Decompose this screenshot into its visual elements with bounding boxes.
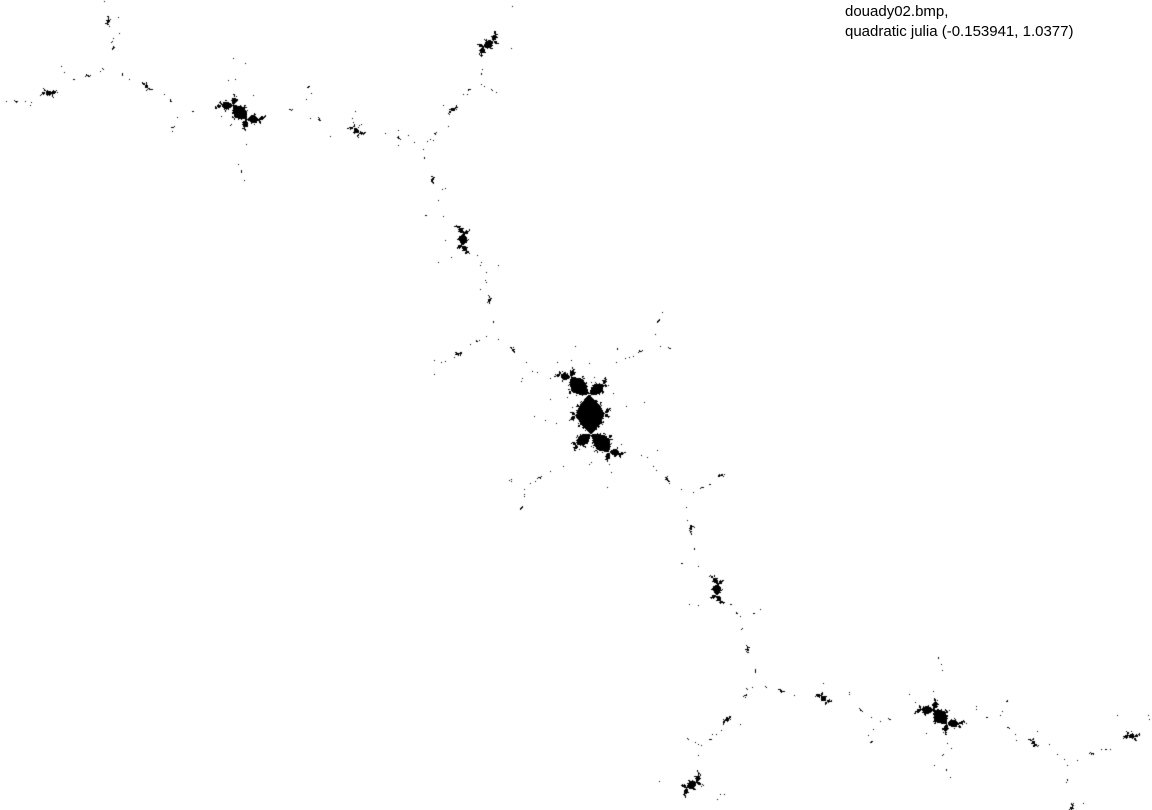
caption-filename: douady02.bmp,	[845, 3, 949, 20]
caption-description: quadratic julia (-0.153941, 1.0377)	[845, 23, 1074, 40]
image-caption: douady02.bmp, quadratic julia (-0.153941…	[845, 2, 1074, 42]
